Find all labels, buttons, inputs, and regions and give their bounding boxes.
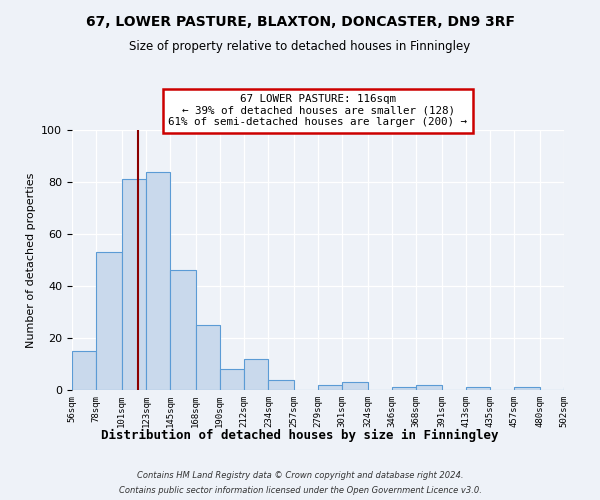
- Bar: [342, 382, 368, 390]
- Bar: [196, 325, 220, 390]
- Text: 67 LOWER PASTURE: 116sqm
← 39% of detached houses are smaller (128)
61% of semi-: 67 LOWER PASTURE: 116sqm ← 39% of detach…: [169, 94, 467, 128]
- Bar: [72, 351, 96, 390]
- Bar: [170, 270, 196, 390]
- Bar: [244, 359, 268, 390]
- Bar: [318, 385, 342, 390]
- Bar: [146, 172, 170, 390]
- Bar: [268, 380, 294, 390]
- Bar: [122, 180, 146, 390]
- Text: Contains public sector information licensed under the Open Government Licence v3: Contains public sector information licen…: [119, 486, 481, 495]
- Text: Contains HM Land Registry data © Crown copyright and database right 2024.: Contains HM Land Registry data © Crown c…: [137, 471, 463, 480]
- Bar: [392, 388, 416, 390]
- Bar: [220, 369, 244, 390]
- Bar: [416, 385, 442, 390]
- Bar: [514, 388, 540, 390]
- Text: Size of property relative to detached houses in Finningley: Size of property relative to detached ho…: [130, 40, 470, 53]
- Bar: [466, 388, 490, 390]
- Text: Distribution of detached houses by size in Finningley: Distribution of detached houses by size …: [101, 428, 499, 442]
- Y-axis label: Number of detached properties: Number of detached properties: [26, 172, 36, 348]
- Text: 67, LOWER PASTURE, BLAXTON, DONCASTER, DN9 3RF: 67, LOWER PASTURE, BLAXTON, DONCASTER, D…: [86, 15, 515, 29]
- Bar: [96, 252, 122, 390]
